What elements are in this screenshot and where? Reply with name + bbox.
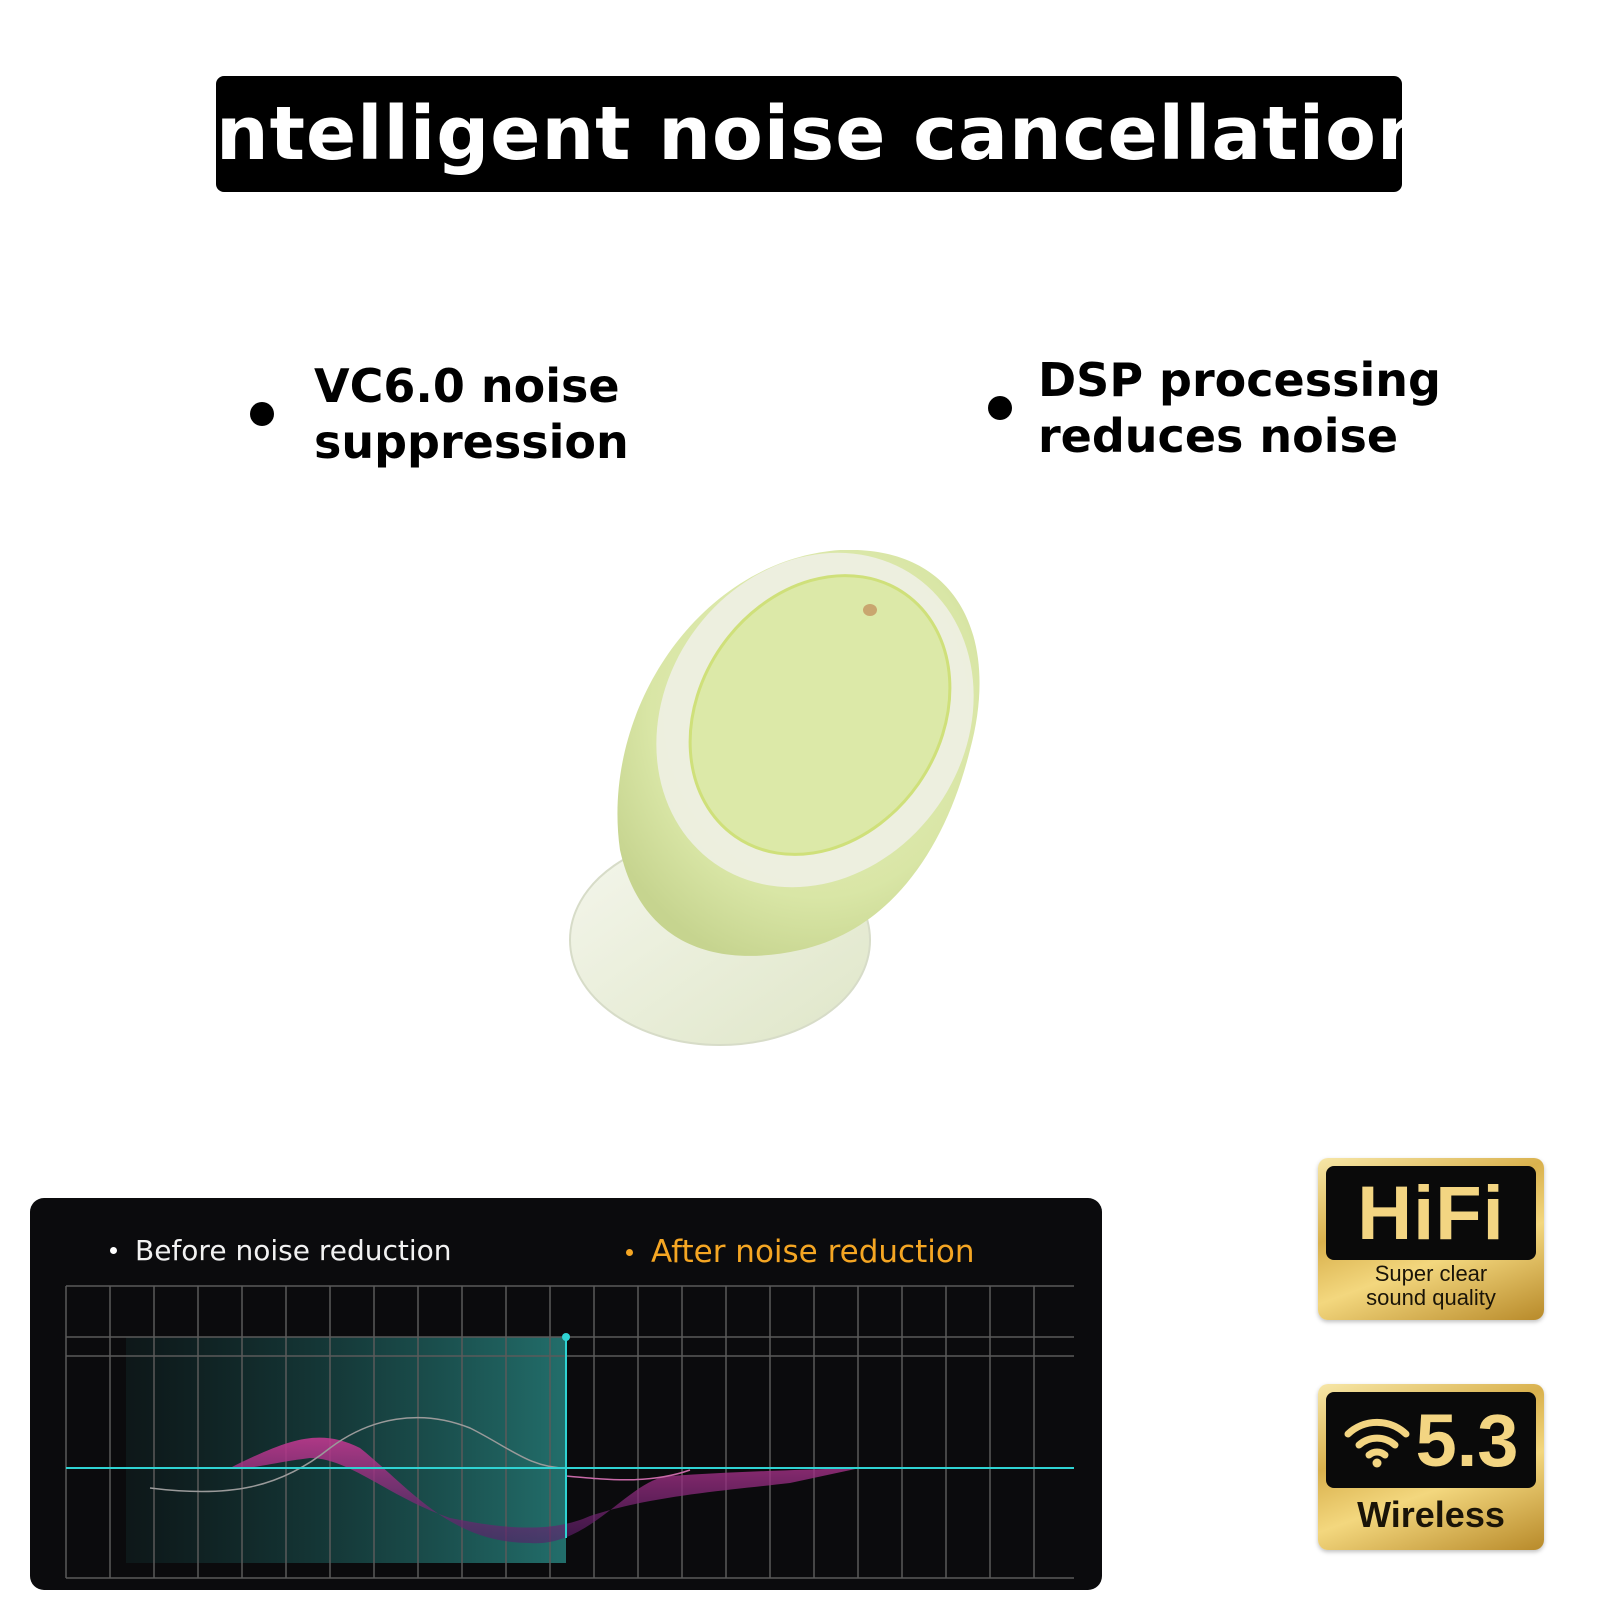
bluetooth-badge-inner: 5.3 [1326, 1392, 1536, 1488]
feature-dsp: DSP processing reduces noise [988, 352, 1441, 464]
feature-line: DSP processing [1038, 353, 1441, 407]
feature-line: suppression [314, 415, 629, 469]
wifi-icon [1344, 1418, 1410, 1468]
feature-text: DSP processing reduces noise [1038, 352, 1441, 464]
feature-line: reduces noise [1038, 409, 1399, 463]
after-curve [565, 1469, 691, 1481]
legend-before: Before noise reduction [110, 1234, 452, 1267]
legend-label-before: Before noise reduction [135, 1234, 452, 1267]
feature-text: VC6.0 noise suppression [314, 358, 629, 470]
hifi-caption-line: Super clear [1374, 1261, 1488, 1286]
legend-dot [626, 1248, 633, 1256]
bluetooth-badge: 5.3 Wireless [1318, 1384, 1544, 1550]
hifi-caption-line: sound quality [1366, 1285, 1496, 1310]
bullet-dot [250, 402, 274, 426]
hifi-badge-inner: HiFi [1326, 1166, 1536, 1260]
noise-chart [65, 1285, 1074, 1579]
hifi-badge: HiFi Super clear sound quality [1318, 1158, 1544, 1320]
noise-wave [230, 1437, 860, 1544]
noise-reduction-panel: Before noise reduction After noise reduc… [30, 1198, 1102, 1590]
feature-line: VC6.0 noise [314, 359, 620, 413]
hifi-title: HiFi [1357, 1170, 1505, 1256]
legend-after: After noise reduction [626, 1234, 975, 1270]
hifi-caption: Super clear sound quality [1318, 1262, 1544, 1310]
bluetooth-label: Wireless [1357, 1494, 1505, 1535]
marker-dot [562, 1333, 570, 1341]
title-banner: Intelligent noise cancellation [187, 76, 1430, 192]
legend-dot [110, 1247, 117, 1254]
page-title: Intelligent noise cancellation [187, 91, 1431, 177]
bullet-dot [988, 396, 1012, 420]
bluetooth-version: 5.3 [1415, 1398, 1519, 1482]
before-curve [149, 1416, 567, 1493]
legend-label-after: After noise reduction [651, 1234, 975, 1270]
earbud-image [569, 550, 980, 1046]
feature-vc60: VC6.0 noise suppression [250, 358, 629, 470]
